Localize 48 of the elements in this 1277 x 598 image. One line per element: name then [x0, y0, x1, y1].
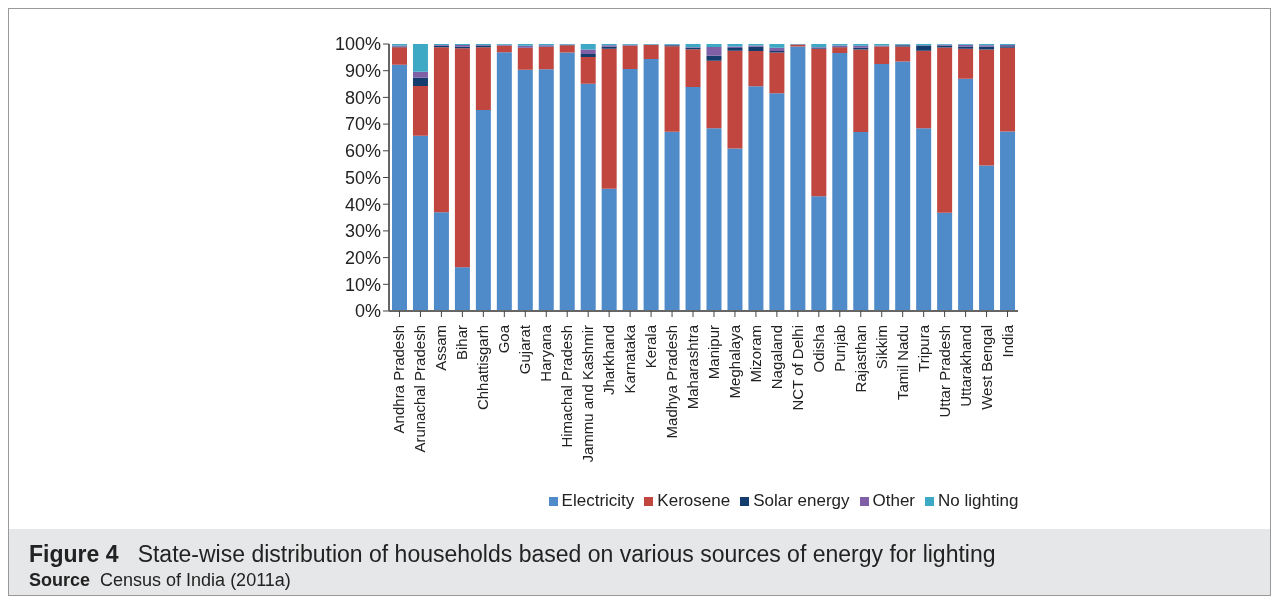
x-tick-label: Rajasthan [851, 325, 869, 393]
text: Figure 4 State-wise distribution of households based on various sources of energy for lighting [29, 541, 996, 567]
legend-label: Kerosene [657, 491, 731, 510]
x-tick-label: Assam [432, 325, 450, 371]
x-tick-label: Arunachal Pradesh [411, 325, 429, 453]
y-tick-label: 0% [354, 301, 381, 322]
x-tick-label: Mizoram [746, 325, 764, 383]
x-tick-label: Jharkhand [600, 325, 618, 396]
x-tick-label: Karnataka [621, 324, 639, 394]
x-tick-label: Manipur [704, 325, 722, 380]
legend-label: Solar energy [753, 491, 850, 510]
x-tick-label: India [998, 324, 1016, 358]
y-tick-label: 30% [344, 221, 381, 242]
legend-label: Other [872, 491, 916, 510]
x-tick-label: Andhra Pradesh [390, 325, 408, 434]
source-note: Source Census of India (2011a) [29, 570, 291, 590]
y-tick-label: 50% [344, 167, 381, 188]
legend-label: No lighting [938, 491, 1019, 510]
y-tick-label: 60% [344, 141, 381, 162]
y-tick-label: 70% [344, 114, 381, 135]
x-tick-label: Jammu and Kashmir [579, 325, 597, 463]
x-tick-label: Meghalaya [725, 324, 743, 399]
x-tick-label: Punjab [830, 325, 848, 372]
x-tick-label: Tamil Nadu [893, 325, 911, 401]
x-tick-label: Nagaland [767, 325, 785, 390]
x-tick-label: Madhya Pradesh [663, 325, 681, 439]
x-tick-label: Uttar Pradesh [935, 325, 953, 418]
y-tick-label: 40% [344, 194, 381, 215]
x-tick-label: Haryana [537, 324, 555, 382]
x-tick-label: West Bengal [977, 325, 995, 410]
x-tick-label: NCT of Delhi [788, 325, 806, 411]
x-tick-label: Himachal Pradesh [558, 325, 576, 448]
y-tick-label: 90% [344, 61, 381, 82]
x-tick-label: Bihar [453, 325, 471, 361]
x-tick-label: Maharashtra [684, 324, 702, 410]
y-tick-label: 80% [344, 87, 381, 108]
x-tick-label: Tripura [914, 324, 932, 372]
y-tick-label: 20% [344, 247, 381, 268]
x-tick-label: Chhattisgarh [474, 325, 492, 411]
x-tick-label: Kerala [642, 324, 660, 369]
x-tick-label: Odisha [809, 324, 827, 373]
x-tick-label: Gujarat [516, 324, 534, 375]
x-tick-label: Goa [495, 324, 513, 354]
y-tick-label: 10% [344, 274, 381, 295]
y-tick-label: 100% [334, 34, 381, 55]
legend-label: Electricity [561, 491, 635, 510]
x-tick-label: Sikkim [872, 325, 890, 370]
x-tick-label: Uttarakhand [956, 325, 974, 407]
